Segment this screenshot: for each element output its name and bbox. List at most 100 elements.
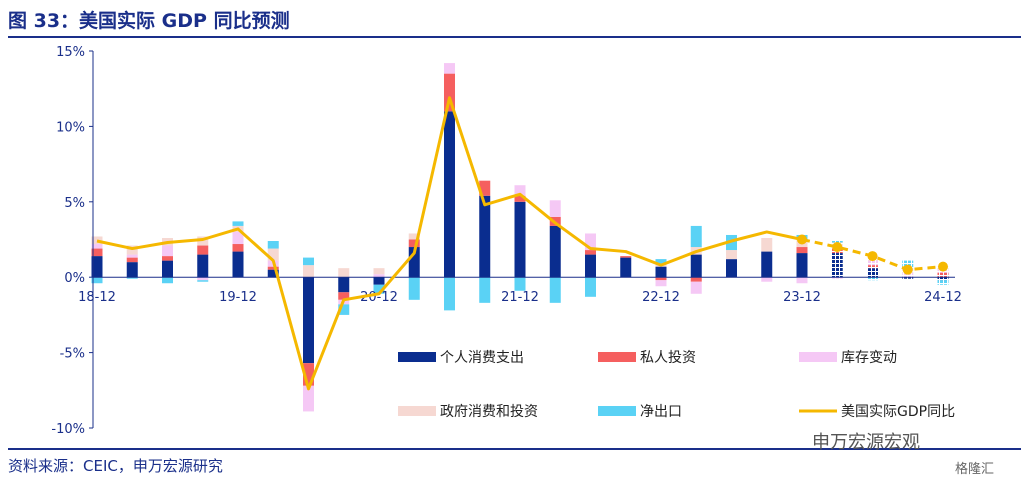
- bar-consumption-19-09: [197, 254, 209, 278]
- bar-investment-23-03: [690, 277, 702, 282]
- bar-consumption-20-03: [267, 269, 279, 278]
- y-tick-label: -5%: [60, 347, 85, 362]
- bar-consumption-21-12: [514, 201, 526, 278]
- legend-swatch-inventory: [799, 352, 837, 362]
- legend-label-government: 政府消费和投资: [440, 404, 538, 420]
- bar-consumption-19-06: [162, 260, 173, 278]
- legend-swatch-netexports: [598, 406, 636, 416]
- bar-netexports-19-09: [197, 280, 209, 282]
- bar-netexports-22-03: [549, 277, 561, 303]
- bar-inventory-19-06: [162, 245, 173, 257]
- bar-consumption-21-09: [479, 195, 491, 278]
- watermark-account: 申万宏源宏观: [812, 432, 920, 453]
- bar-government-19-03: [126, 245, 138, 255]
- bar-inventory-21-06: [444, 63, 455, 74]
- bar-consumption-23-03: [690, 254, 702, 278]
- bar-inventory-24-06: [867, 260, 878, 266]
- legend-label-gdp: 美国实际GDP同比: [841, 404, 955, 420]
- x-tick-label: 18-12: [78, 290, 116, 305]
- bar-government-19-09: [197, 236, 209, 246]
- bar-inventory-24-09: [902, 272, 914, 278]
- bar-investment-20-03: [267, 266, 279, 270]
- bar-consumption-22-06: [585, 254, 596, 278]
- bar-government-20-03: [267, 248, 279, 261]
- gdp-line-actual: [96, 96, 803, 391]
- bar-consumption-24-03: [831, 253, 843, 278]
- bar-investment-21-06: [444, 73, 455, 112]
- gdp-point-24-03: [832, 242, 843, 253]
- legend-label-netexports: 净出口: [640, 404, 682, 420]
- gdp-point-23-12: [797, 234, 807, 245]
- bar-consumption-20-06: [303, 277, 314, 364]
- bar-consumption-20-12: [373, 277, 385, 285]
- legend-label-inventory: 库存变动: [841, 350, 897, 366]
- bar-investment-19-12: [232, 244, 244, 252]
- y-tick-label: 0%: [64, 271, 85, 286]
- x-tick-label: 19-12: [219, 290, 257, 305]
- legend-label-consumption: 个人消费支出: [440, 350, 524, 366]
- x-tick-label: 21-12: [501, 290, 539, 305]
- bar-investment-19-03: [126, 257, 138, 263]
- bar-inventory-21-12: [514, 185, 526, 196]
- title-rule: [8, 36, 1021, 38]
- bar-consumption-23-12: [796, 253, 808, 278]
- bar-inventory-20-06: [303, 385, 314, 412]
- bar-consumption-20-09: [338, 277, 350, 293]
- bar-netexports-24-09: [902, 260, 914, 269]
- bar-consumption-23-06: [726, 259, 737, 278]
- bar-netexports-20-09: [338, 304, 350, 315]
- bar-consumption-22-09: [620, 257, 632, 278]
- bar-consumption-22-03: [549, 225, 561, 278]
- bar-netexports-24-06: [867, 277, 878, 281]
- bar-inventory-23-09: [761, 277, 773, 282]
- bar-inventory-22-03: [549, 200, 561, 217]
- bar-netexports-19-12: [232, 221, 244, 226]
- legend-swatch-investment: [598, 352, 636, 362]
- bar-consumption-24-06: [867, 268, 878, 278]
- bar-government-21-03: [408, 233, 420, 240]
- bar-investment-19-09: [197, 245, 209, 255]
- bar-government-20-12: [373, 268, 385, 275]
- bar-inventory-22-12: [655, 280, 667, 287]
- bar-inventory-23-03: [690, 281, 702, 294]
- bar-consumption-21-06: [444, 111, 455, 278]
- bar-netexports-21-06: [444, 277, 455, 311]
- bar-inventory-20-12: [373, 274, 385, 278]
- x-tick-label: 23-12: [783, 290, 821, 305]
- bar-investment-21-09: [479, 180, 491, 196]
- bar-netexports-19-03: [126, 277, 138, 279]
- bar-investment-18-12: [91, 248, 103, 257]
- bar-inventory-19-03: [126, 254, 138, 258]
- bar-netexports-20-12: [373, 284, 385, 294]
- bar-consumption-18-12: [91, 256, 103, 278]
- page-title: 图 33：美国实际 GDP 同比预测: [8, 10, 290, 32]
- bar-netexports-20-06: [303, 257, 314, 266]
- y-tick-label: 15%: [56, 45, 85, 60]
- bar-netexports-24-12: [937, 280, 949, 285]
- bar-consumption-24-12: [937, 277, 949, 281]
- y-tick-label: 10%: [56, 120, 85, 135]
- source-rule: [8, 448, 1021, 450]
- gdp-line-layer: [96, 96, 948, 391]
- bar-investment-20-09: [338, 292, 350, 300]
- bar-netexports-23-03: [690, 225, 702, 248]
- source-note: 资料来源：CEIC，申万宏源研究: [8, 457, 223, 475]
- bar-netexports-22-12: [655, 259, 667, 264]
- bar-netexports-19-06: [162, 277, 173, 284]
- bar-investment-19-06: [162, 256, 173, 261]
- bar-government-18-12: [91, 236, 103, 245]
- y-tick-label: 5%: [64, 196, 85, 211]
- bar-inventory-19-12: [232, 231, 244, 245]
- bar-inventory-19-09: [197, 277, 209, 281]
- bar-government-23-06: [726, 250, 737, 260]
- bar-consumption-19-03: [126, 262, 138, 278]
- watermark-site: 格隆汇: [955, 462, 995, 477]
- bar-investment-22-09: [620, 256, 632, 258]
- gdp-point-24-06: [867, 251, 878, 262]
- bar-inventory-24-03: [831, 277, 843, 279]
- bar-government-20-09: [338, 268, 350, 278]
- bar-investment-22-12: [655, 277, 667, 281]
- bar-consumption-23-09: [761, 251, 773, 278]
